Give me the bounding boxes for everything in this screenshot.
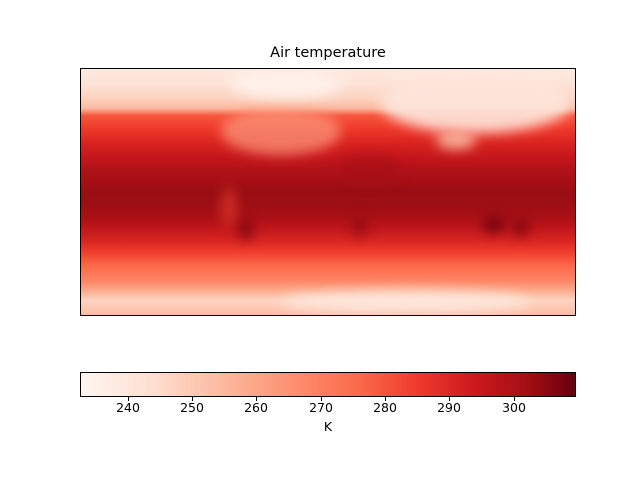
colorbar-tick [514,397,515,401]
colorbar-tick [385,397,386,401]
colorbar-tick-label: 300 [502,400,526,415]
australia-east-region [513,219,529,237]
colorbar-label: K [323,419,333,434]
australia-region [483,217,505,233]
greenland-region [231,69,341,99]
colorbar-tick-label: 290 [437,400,461,415]
africa-region [353,217,367,237]
colorbar-tick-label: 270 [309,400,333,415]
antarctica-region [281,291,531,313]
chart-title: Air temperature [270,45,386,61]
colorbar [80,372,576,397]
colorbar-tick [128,397,129,401]
south-america-region [239,219,253,241]
colorbar-tick [256,397,257,401]
siberia-region [381,73,571,133]
colorbar-tick [321,397,322,401]
sahara-region [341,154,401,184]
colorbar-tick-label: 250 [180,400,204,415]
colorbar-tick [449,397,450,401]
tibet-region [436,131,476,149]
colorbar-tick-label: 240 [116,400,140,415]
temperature-heatmap [80,68,576,316]
colorbar-tick-label: 260 [244,400,268,415]
colorbar-tick [192,397,193,401]
andes-region [221,187,237,227]
north-america-region [221,107,341,155]
colorbar-tick-label: 280 [373,400,397,415]
